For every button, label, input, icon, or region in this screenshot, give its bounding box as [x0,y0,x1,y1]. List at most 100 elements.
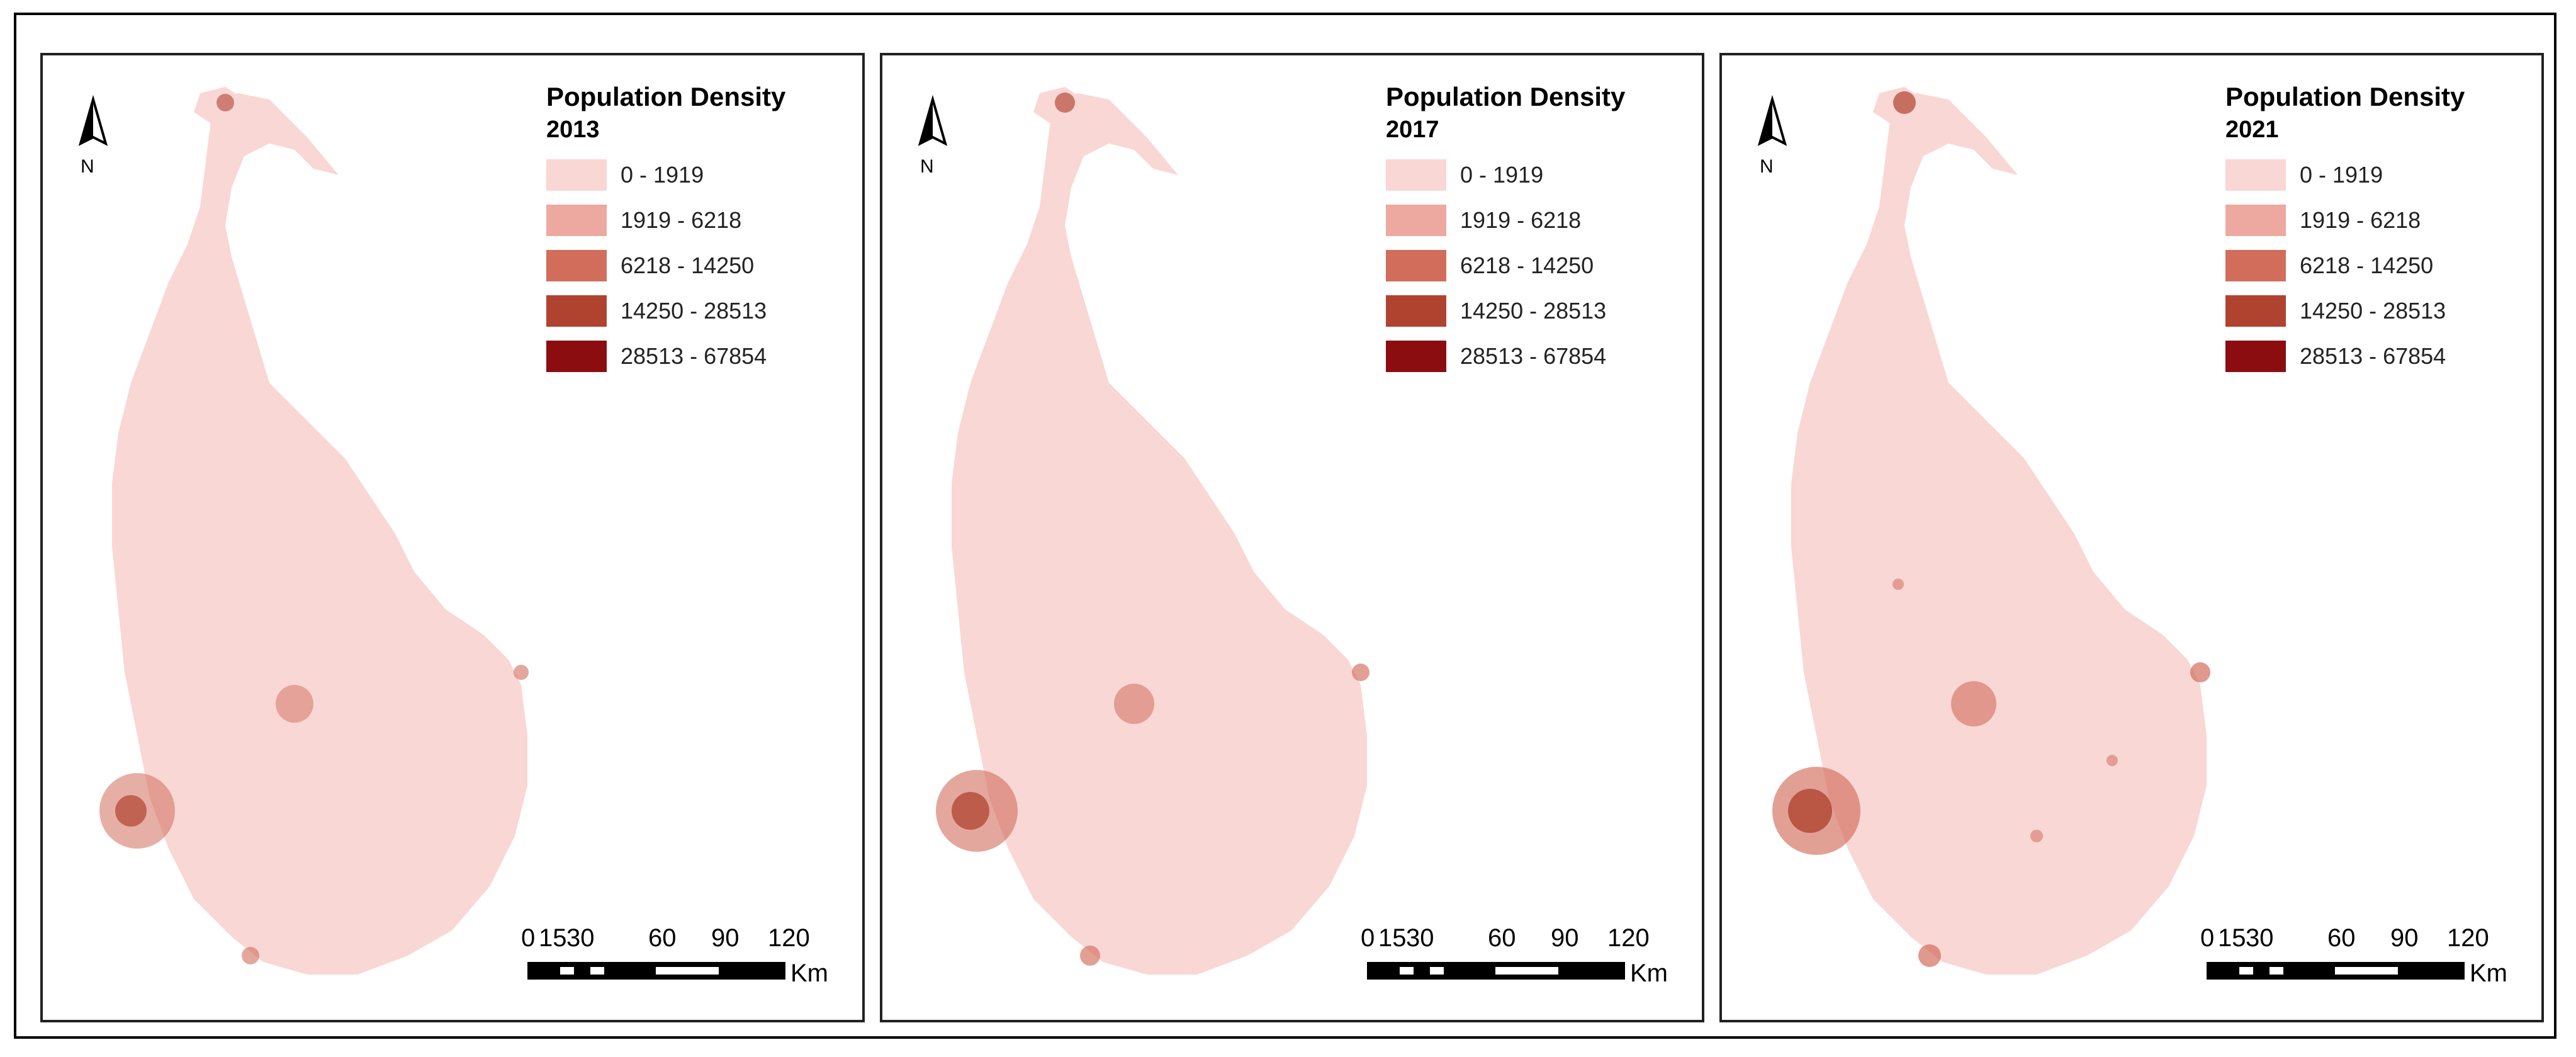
map-panel-2021: N Population Density 2021 0 - 1919 1919 … [1719,53,2544,1022]
scale-tick: 90 [711,924,740,952]
legend-label: 14250 - 28513 [621,298,767,324]
scale-unit: Km [2470,959,2507,987]
legend-label: 0 - 1919 [2300,162,2383,188]
scale-tick: 0 [2200,924,2215,952]
legend-label: 0 - 1919 [621,162,704,188]
legend-label: 28513 - 67854 [2300,343,2446,369]
scale-segment [560,967,574,975]
legend-swatch [1386,159,1446,191]
scale-unit: Km [1630,959,1668,987]
scale-bar-graphic [527,962,785,980]
legend-swatch [546,205,607,236]
scale-bar-graphic [2207,962,2465,980]
legend-swatch [1386,295,1446,327]
legend-swatch [546,341,607,372]
legend-item: 1919 - 6218 [2225,198,2528,243]
legend-item: 14250 - 28513 [1386,288,1688,334]
cluster-batticaloa [514,665,529,680]
legend-swatch [1386,205,1446,236]
legend-label: 1919 - 6218 [621,207,742,233]
cluster-scattered [1893,579,1904,590]
sri-lanka-map [936,87,1370,975]
island-shape [112,93,527,975]
cluster-galle [242,947,259,964]
cluster-colombo-core [115,795,147,827]
legend-item: 1919 - 6218 [546,198,848,243]
legend-swatch [1386,250,1446,281]
legend-year: 2013 [546,116,600,143]
density-clusters [99,94,529,964]
sri-lanka-map [99,87,529,975]
scale-tick: 60 [648,924,677,952]
legend-label: 6218 - 14250 [2300,252,2434,278]
legend-item: 6218 - 14250 [2225,243,2528,288]
scale-ticks: 0 15 30 60 90 120 [521,924,848,956]
legend-label: 14250 - 28513 [1460,298,1607,324]
cluster-scattered [2030,830,2043,842]
legend-item: 6218 - 14250 [546,243,848,288]
map-panel-2017: N Population Density 2017 0 - 1919 1919 … [880,53,1704,1022]
scale-unit: Km [790,959,828,987]
legend-swatch [2225,295,2286,327]
legend-label: 0 - 1919 [1460,162,1544,188]
legend-title: Population Density [1386,82,1626,111]
scale-tick: 30 [566,924,595,952]
scale-tick: 0 [521,924,536,952]
scale-tick: 120 [768,924,810,952]
legend: Population Density 2021 0 - 1919 1919 - … [2225,81,2528,379]
scale-tick: 15 [1378,924,1407,952]
cluster-jaffna [1055,93,1075,113]
scale-tick: 0 [1361,924,1375,952]
scale-segment [1430,967,1444,975]
scale-tick: 30 [2246,924,2274,952]
scale-tick: 15 [539,924,567,952]
legend-label: 28513 - 67854 [1460,343,1607,369]
cluster-kandy [1114,684,1154,724]
legend-item: 28513 - 67854 [2225,334,2528,379]
scale-ticks: 0 15 30 60 90 120 [2200,924,2528,956]
cluster-jaffna [217,94,234,111]
scale-segment [656,967,719,975]
sri-lanka-map [1772,87,2210,975]
legend-item: 0 - 1919 [546,152,848,198]
north-label: N [920,156,934,177]
scale-bar: 0 15 30 60 90 120 Km [2200,924,2528,1006]
legend-item: 14250 - 28513 [546,288,848,334]
scale-tick: 90 [2390,924,2419,952]
scale-tick: 15 [2218,924,2246,952]
scale-segment [1495,967,1558,975]
north-arrow-icon [78,94,108,146]
legend-item: 28513 - 67854 [546,334,848,379]
scale-ticks: 0 15 30 60 90 120 [1361,924,1688,956]
cluster-colombo-core [1788,789,1832,833]
scale-tick: 30 [1406,924,1434,952]
legend-item: 1919 - 6218 [1386,198,1688,243]
legend-label: 1919 - 6218 [1460,207,1582,233]
scale-segment [1400,967,1414,975]
north-arrow-icon [1757,94,1787,146]
legend-swatch [546,295,607,327]
cluster-jaffna [1893,91,1916,114]
legend-item: 0 - 1919 [1386,152,1688,198]
scale-tick: 120 [2447,924,2489,952]
cluster-kandy [1951,681,1996,726]
north-arrow-icon [918,94,948,146]
cluster-galle [1080,946,1100,966]
scale-bar: 0 15 30 60 90 120 Km [521,924,848,1006]
scale-segment [2335,967,2398,975]
figure-frame: N Population Density 2013 0 - 1919 1919 … [14,13,2556,1039]
scale-segment [2239,967,2253,975]
cluster-colombo-core [952,792,989,830]
legend-label: 28513 - 67854 [621,343,767,369]
legend-swatch [2225,341,2286,372]
legend-label: 14250 - 28513 [2300,298,2446,324]
legend-item: 14250 - 28513 [2225,288,2528,334]
cluster-galle [1918,944,1941,967]
legend-swatch [1386,341,1446,372]
cluster-scattered [2106,755,2118,766]
legend-title: Population Density [546,82,786,111]
scale-tick: 60 [2327,924,2356,952]
island-shape [1791,93,2207,975]
legend-swatch [546,250,607,281]
scale-segment [2269,967,2283,975]
